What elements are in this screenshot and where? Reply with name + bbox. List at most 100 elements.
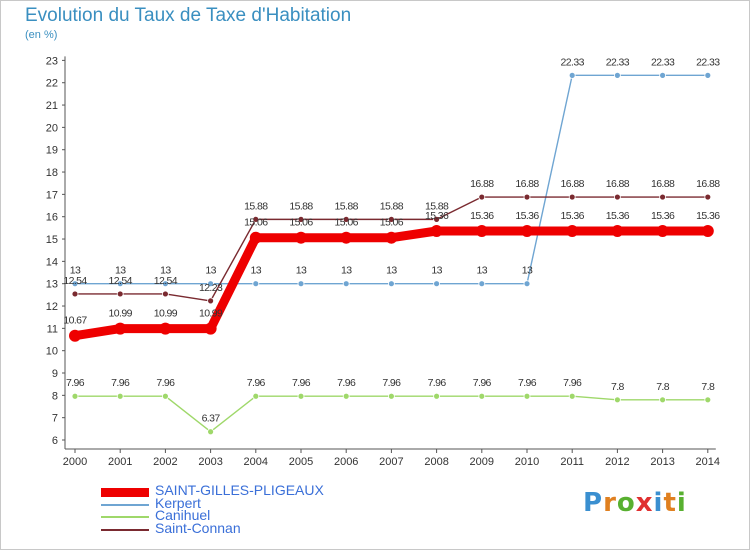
data-point xyxy=(71,280,79,288)
legend-swatch xyxy=(101,528,149,531)
data-label: 16.88 xyxy=(651,178,675,190)
data-label: 12.23 xyxy=(199,282,223,294)
x-tick-label: 2012 xyxy=(605,456,629,468)
data-label: 15.88 xyxy=(335,200,359,212)
data-point xyxy=(659,396,666,404)
y-tick-label: 14 xyxy=(46,256,58,268)
data-label: 13 xyxy=(205,265,216,277)
data-point xyxy=(659,193,666,201)
legend-label: SAINT-GILLES-PLIGEAUX xyxy=(155,482,324,498)
data-point xyxy=(252,392,260,400)
data-point xyxy=(568,193,576,201)
data-label: 13 xyxy=(477,265,488,277)
data-point xyxy=(116,392,124,400)
data-point xyxy=(159,322,172,335)
x-tick-label: 2009 xyxy=(470,456,494,468)
logo-letter: r xyxy=(603,488,617,518)
x-tick-label: 2006 xyxy=(334,456,358,468)
data-point xyxy=(475,224,488,237)
y-tick-label: 20 xyxy=(46,122,58,134)
data-point xyxy=(207,280,215,288)
y-tick-label: 23 xyxy=(46,55,58,67)
data-point xyxy=(433,392,441,400)
data-label: 12.54 xyxy=(63,275,87,287)
data-point xyxy=(433,215,441,223)
legend-swatch xyxy=(101,488,149,497)
data-label: 15.36 xyxy=(470,210,494,222)
y-tick-label: 18 xyxy=(46,167,58,179)
data-label: 22.33 xyxy=(651,56,675,68)
data-label: 7.8 xyxy=(656,381,670,393)
data-label: 22.33 xyxy=(696,56,720,68)
data-point xyxy=(342,215,350,223)
data-point xyxy=(116,290,124,298)
data-point xyxy=(701,224,714,237)
y-tick-label: 19 xyxy=(46,145,58,157)
series-line-canihuel xyxy=(75,395,708,433)
data-label: 15.06 xyxy=(335,217,359,229)
data-point xyxy=(659,71,666,79)
data-label: 7.8 xyxy=(701,381,715,393)
data-label: 16.88 xyxy=(606,178,630,190)
data-label: 16.88 xyxy=(696,178,720,190)
y-tick-label: 13 xyxy=(46,279,58,291)
data-label: 13 xyxy=(160,265,171,277)
x-tick-label: 2005 xyxy=(289,456,313,468)
data-label: 7.96 xyxy=(66,377,85,389)
data-point xyxy=(387,215,395,223)
data-point xyxy=(297,280,305,288)
data-label: 15.88 xyxy=(380,200,404,212)
data-label: 7.96 xyxy=(563,377,582,389)
y-tick-label: 9 xyxy=(52,368,58,380)
data-point xyxy=(387,280,395,288)
data-point xyxy=(478,280,486,288)
y-tick-label: 8 xyxy=(52,390,58,402)
data-label: 10.99 xyxy=(199,308,223,320)
x-tick-label: 2014 xyxy=(696,456,720,468)
data-label: 7.96 xyxy=(382,377,401,389)
data-point xyxy=(614,396,621,404)
x-tick-label: 2007 xyxy=(379,456,403,468)
x-tick-label: 2010 xyxy=(515,456,539,468)
data-label: 15.06 xyxy=(289,217,313,229)
data-label: 13 xyxy=(431,265,442,277)
data-point xyxy=(611,224,624,237)
legend-label: Canihuel xyxy=(155,507,211,523)
chart-title: Evolution du Taux de Taxe d'Habitation xyxy=(25,5,352,26)
proxiti-logo: Proxiti xyxy=(583,488,687,518)
data-label: 16.88 xyxy=(470,178,494,190)
y-tick-label: 6 xyxy=(52,435,58,447)
data-label: 6.37 xyxy=(202,413,221,425)
data-label: 13 xyxy=(115,265,126,277)
data-label: 10.67 xyxy=(63,315,87,327)
data-label: 12.54 xyxy=(109,275,133,287)
data-label: 15.36 xyxy=(561,210,585,222)
data-label: 15.36 xyxy=(606,210,630,222)
data-point xyxy=(340,231,353,244)
logo-letter: i xyxy=(676,488,687,518)
data-point xyxy=(249,231,262,244)
data-label: 7.96 xyxy=(111,377,130,389)
data-point xyxy=(207,428,215,436)
data-label: 13 xyxy=(386,265,397,277)
legend-label: Kerpert xyxy=(155,494,201,511)
data-label: 13 xyxy=(296,265,307,277)
data-point xyxy=(430,224,443,237)
data-point xyxy=(523,193,531,201)
legend-label: Saint-Connan xyxy=(155,519,241,536)
legend-item: Kerpert xyxy=(101,494,361,511)
legend-item: SAINT-GILLES-PLIGEAUX xyxy=(101,482,361,498)
data-point xyxy=(478,392,486,400)
data-label: 15.36 xyxy=(696,210,720,222)
data-label: 15.06 xyxy=(244,217,268,229)
data-point xyxy=(207,297,215,305)
data-point xyxy=(523,392,531,400)
legend-item: Saint-Connan xyxy=(101,519,361,536)
data-point xyxy=(342,280,350,288)
data-point xyxy=(568,392,576,400)
logo-letter: P xyxy=(583,488,604,518)
data-label: 7.96 xyxy=(518,377,537,389)
y-tick-label: 15 xyxy=(46,234,58,246)
data-point xyxy=(71,392,79,400)
